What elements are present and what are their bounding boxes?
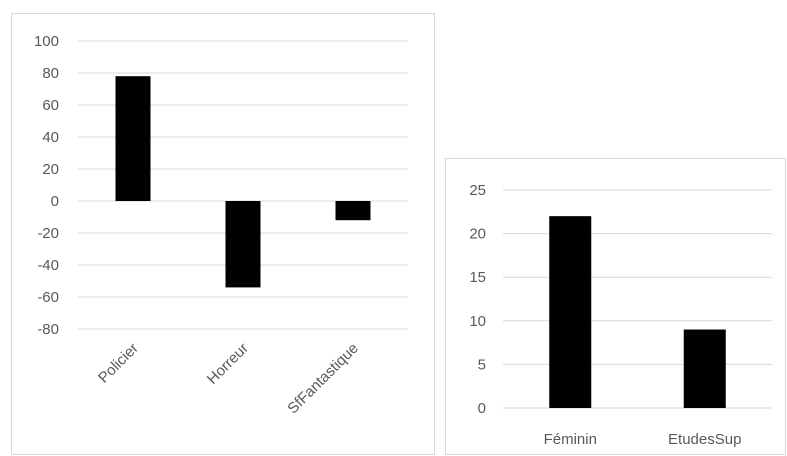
genre-ytick-label: 0: [51, 193, 59, 210]
profile-category-label: Féminin: [544, 431, 597, 448]
profile-ytick-label: 5: [478, 356, 486, 373]
profile-ytick-label: 10: [469, 313, 486, 330]
genre-category-label: Horreur: [204, 340, 252, 388]
genre-bar-horreur: [225, 201, 261, 288]
profile-category-label: EtudesSup: [668, 431, 741, 448]
genre-ytick-label: -40: [37, 257, 59, 274]
genre-category-label: Policier: [95, 340, 142, 387]
profile-ytick-label: 15: [469, 269, 486, 286]
genre-ytick-label: -60: [37, 289, 59, 306]
genre-ytick-label: 20: [42, 161, 59, 178]
profile-ytick-label: 0: [478, 400, 486, 417]
genre-bar-policier: [115, 76, 151, 201]
genre-bar-sffantastique: [335, 201, 371, 221]
genre-ytick-label: 40: [42, 129, 59, 146]
genre-ytick-label: -20: [37, 225, 59, 242]
profile-bar-etudessup: [683, 329, 726, 408]
chart-profile-plot: 25 20 15 10 5 0 Féminin EtudesSup: [469, 182, 772, 448]
genre-ytick-label: 60: [42, 97, 59, 114]
chart-genre-plot: 100 80 60 40 20 0 -20 -40 -60 -80 Policier Horreur S…: [34, 33, 408, 417]
genre-ytick-label: 80: [42, 65, 59, 82]
genre-category-label: SfFantastique: [284, 340, 361, 417]
profile-ytick-label: 20: [469, 226, 486, 243]
profile-bar-féminin: [549, 216, 592, 408]
genre-ytick-label: -80: [37, 321, 59, 338]
chart-genre-panel: 100 80 60 40 20 0 -20 -40 -60 -80 Policier Horreur S…: [11, 13, 435, 455]
genre-ytick-label: 100: [34, 33, 59, 50]
chart-profile-panel: 25 20 15 10 5 0 Féminin EtudesSup: [445, 158, 786, 455]
profile-ytick-label: 25: [469, 182, 486, 199]
